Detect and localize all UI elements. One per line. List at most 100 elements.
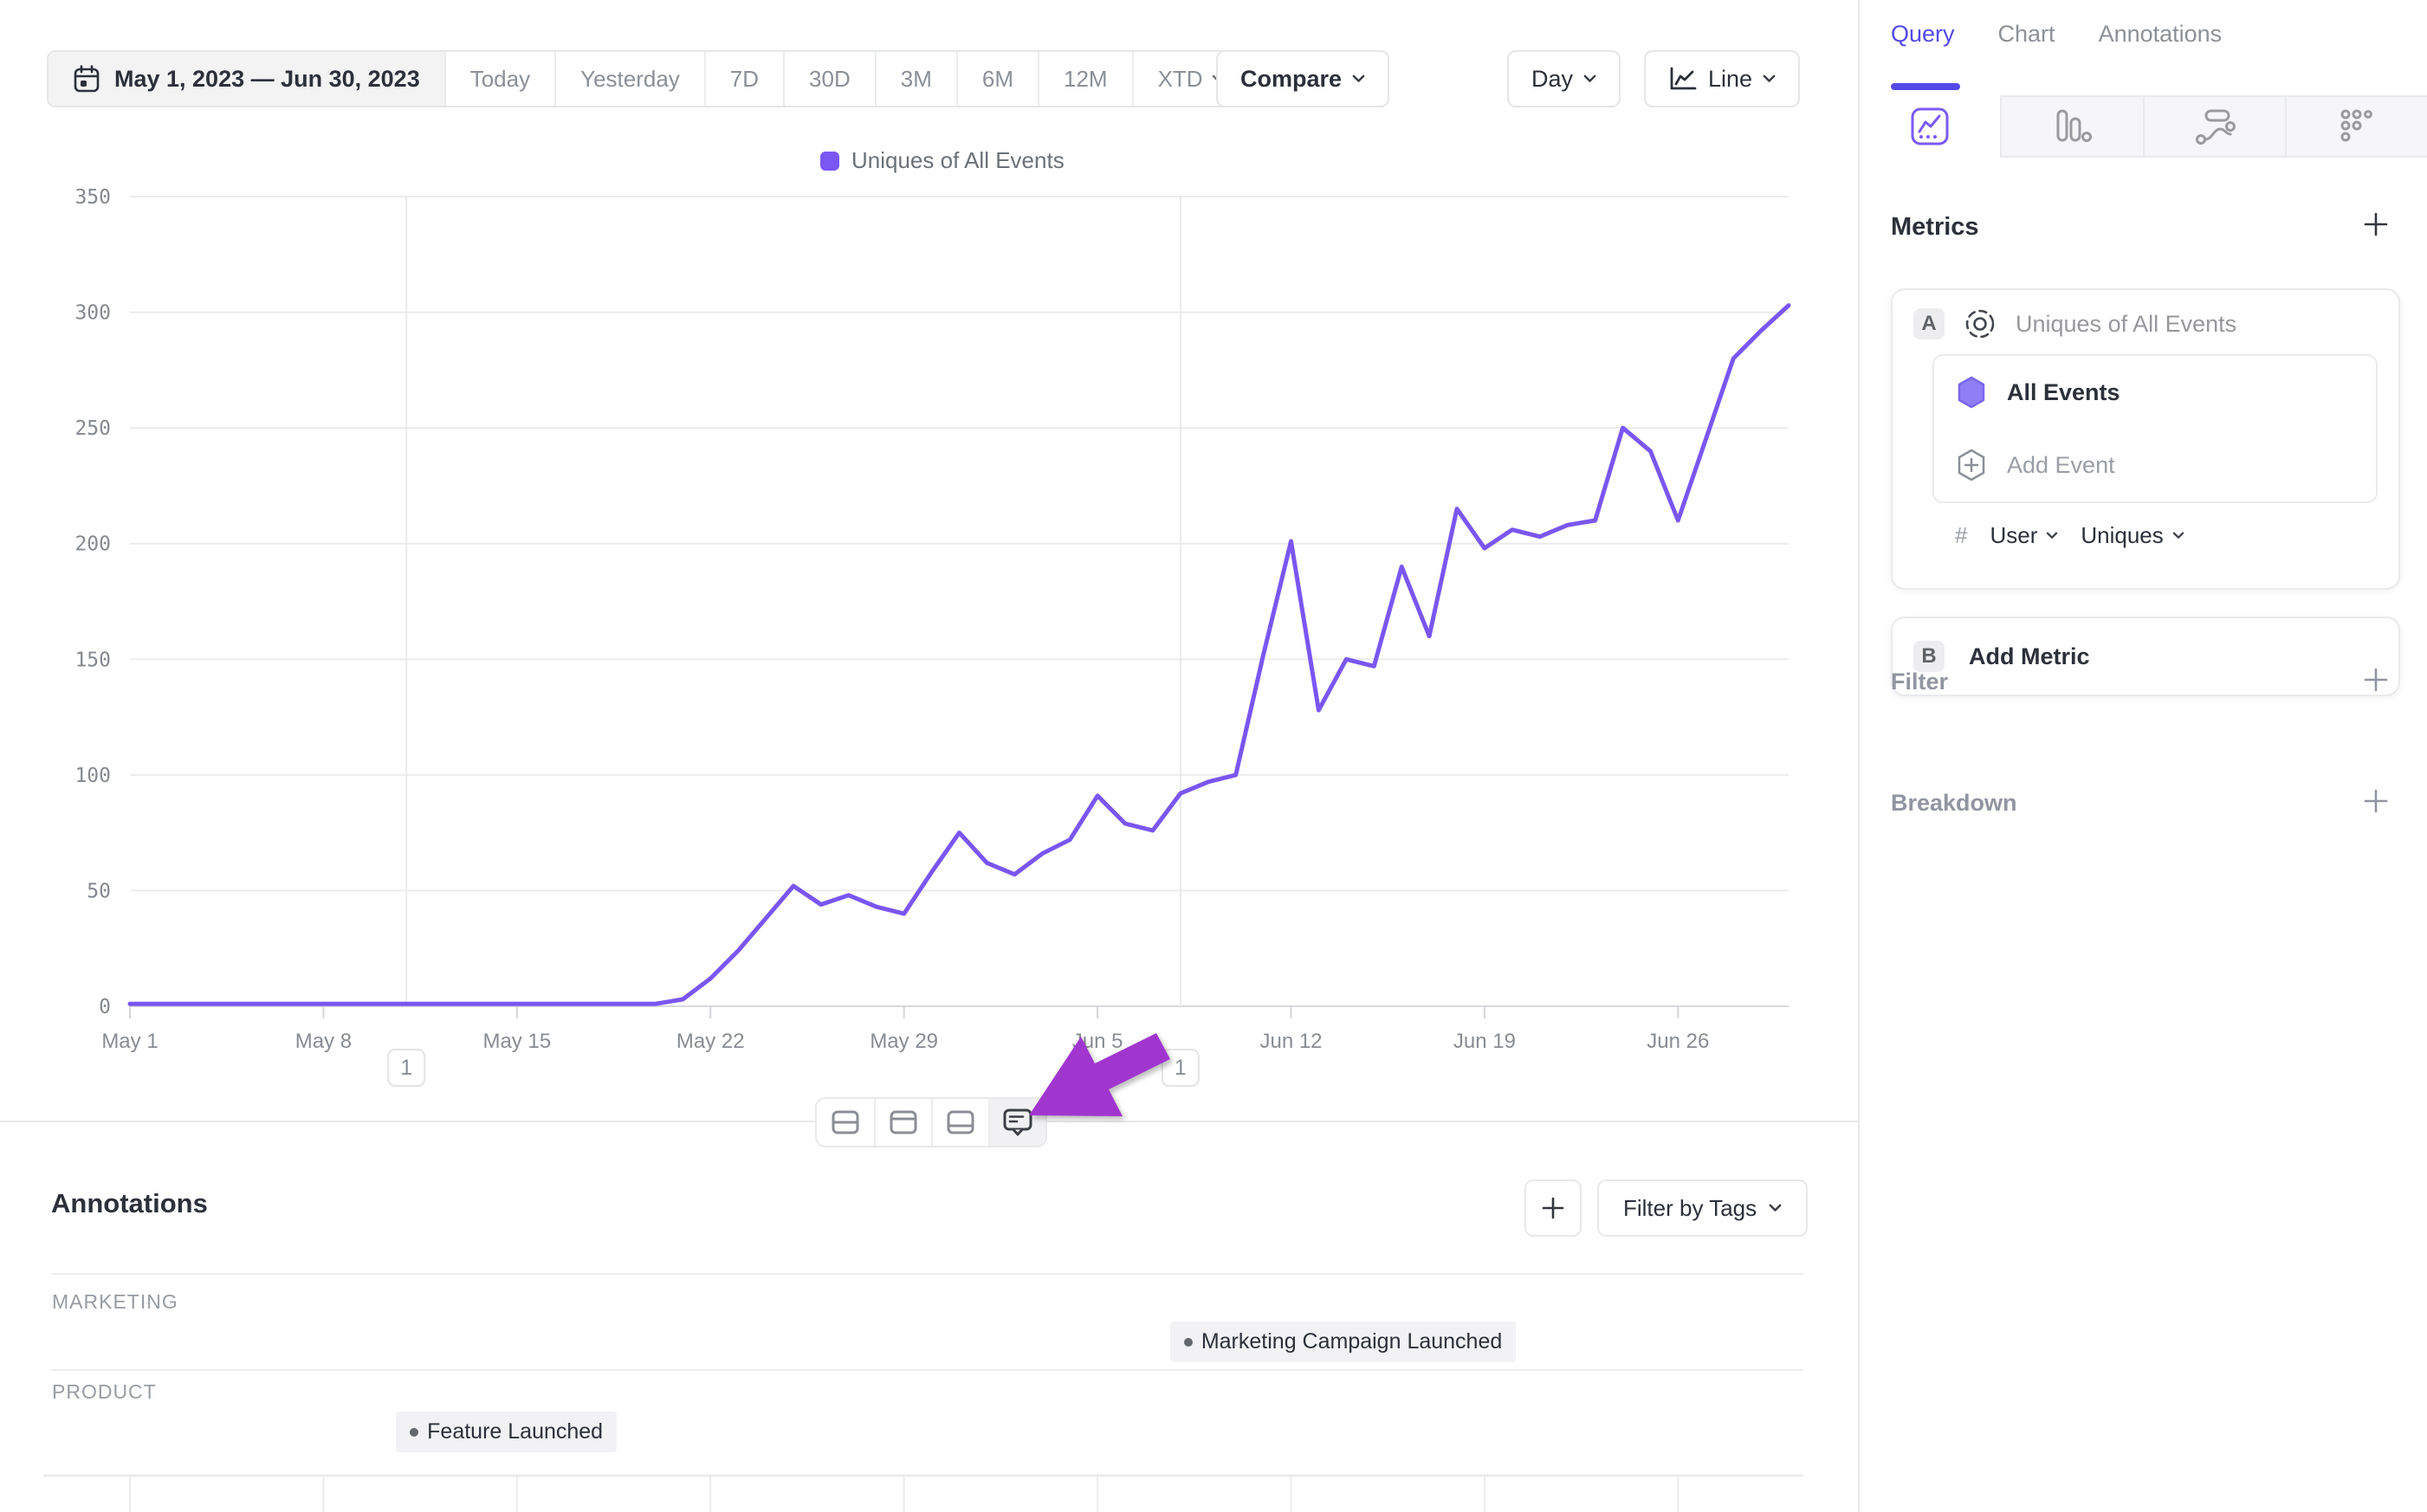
chevron-down-icon (1763, 74, 1776, 83)
filter-section-title: Filter (1891, 669, 1949, 695)
annotations-panel-title: Annotations (51, 1188, 208, 1218)
sidebar-tabs: Query Chart Annotations (1891, 21, 2222, 48)
panel-top-icon (888, 1109, 919, 1135)
y-axis-tick-label: 150 (74, 649, 111, 671)
calendar-icon (73, 64, 100, 94)
y-axis-tick-label: 250 (74, 417, 111, 440)
date-range-button[interactable]: May 1, 2023 — Jun 30, 2023 (49, 52, 444, 106)
split-horizontal-icon (830, 1109, 861, 1135)
add-event-row[interactable]: Add Event (1934, 429, 2376, 501)
metric-a-params: # User Uniques (1893, 503, 2398, 549)
preset-30d[interactable]: 30D (783, 52, 875, 106)
chevron-down-icon (2046, 532, 2058, 540)
annotations-group-divider (51, 1273, 1803, 1275)
legend-label: Uniques of All Events (851, 147, 1065, 173)
svg-text:1: 1 (1175, 1056, 1187, 1080)
value-type-symbol: # (1955, 522, 1968, 548)
metric-a-badge: A (1913, 308, 1945, 339)
panel-bottom-layout-button[interactable] (931, 1099, 988, 1146)
split-horizontal-layout-button[interactable] (817, 1099, 874, 1146)
chevron-down-icon (1769, 1204, 1782, 1212)
add-filter-button[interactable] (2363, 667, 2389, 697)
legend-color-swatch (820, 151, 839, 171)
annotation-chip-marketing-campaign[interactable]: Marketing Campaign Launched (1169, 1321, 1517, 1362)
add-annotation-button[interactable] (1524, 1179, 1582, 1237)
x-axis-tick-label: Jun 5 (1072, 1030, 1123, 1053)
annotation-marker-badge[interactable]: 1 (1161, 1049, 1200, 1087)
entity-dropdown[interactable]: User (1990, 522, 2058, 549)
metric-a-name: Uniques of All Events (2016, 310, 2237, 337)
tab-annotations[interactable]: Annotations (2098, 21, 2223, 47)
annotations-group-divider (51, 1369, 1803, 1371)
flows-icon (2194, 107, 2236, 145)
annotation-dot-icon (410, 1427, 419, 1437)
report-tab-funnel-dots[interactable] (2284, 95, 2427, 158)
date-range-label: May 1, 2023 — Jun 30, 2023 (114, 65, 420, 92)
date-range-toolbar: May 1, 2023 — Jun 30, 2023 Today Yesterd… (47, 50, 1251, 107)
y-axis-tick-label: 50 (87, 880, 111, 902)
series-line[interactable] (127, 303, 1791, 1006)
plus-icon (2363, 667, 2389, 693)
event-label: All Events (2007, 378, 2120, 405)
line-chart: 0 50 100 150 200 250 300 350 May 1 May 8 May 15 May… (74, 186, 1791, 1087)
report-type-tabs (1860, 95, 2427, 158)
aggregation-dropdown[interactable]: Uniques (2081, 522, 2184, 549)
metric-a-events-card: All Events Add Event (1932, 354, 2378, 503)
compare-button[interactable]: Compare (1216, 50, 1390, 107)
chart-canvas: 0 50 100 150 200 250 300 350 May 1 May 8 May 15 May… (74, 186, 1791, 1087)
add-event-hexagon-icon (1955, 447, 1988, 483)
y-axis-tick-label: 300 (74, 302, 111, 325)
annotation-marker-badge[interactable]: 1 (387, 1049, 426, 1087)
insights-line-icon (1910, 107, 1950, 146)
query-builder-sidebar: Query Chart Annotations (1858, 0, 2427, 1512)
metrics-section-title: Metrics (1891, 213, 1979, 241)
x-axis-tick-label: Jun 26 (1647, 1030, 1709, 1053)
annotations-toggle-button[interactable] (988, 1099, 1045, 1146)
filter-by-tags-dropdown[interactable]: Filter by Tags (1597, 1179, 1809, 1237)
report-tab-bar[interactable] (2000, 95, 2143, 158)
add-metric-label: Add Metric (1969, 643, 2090, 669)
svg-text:1: 1 (400, 1056, 412, 1080)
annotation-chip-feature-launched[interactable]: Feature Launched (396, 1412, 618, 1452)
add-breakdown-button[interactable] (2363, 788, 2389, 818)
preset-yesterday[interactable]: Yesterday (554, 52, 704, 106)
annotation-group-marketing: MARKETING (52, 1290, 178, 1313)
preset-xtd-dropdown[interactable]: XTD (1131, 52, 1249, 106)
chart-footer-toolbar (815, 1097, 1047, 1147)
bar-chart-icon (2051, 107, 2093, 145)
metric-card-a: A Uniques of All Events All Events (1891, 288, 2400, 590)
active-tab-underline (1891, 83, 1960, 90)
preset-12m[interactable]: 12M (1038, 52, 1132, 106)
chevron-down-icon (2172, 532, 2184, 540)
chart-legend[interactable]: Uniques of All Events (820, 147, 1065, 174)
report-tab-insights[interactable] (1860, 95, 2001, 158)
add-metric-card[interactable]: B Add Metric (1891, 617, 2400, 696)
x-axis-tick-label: May 22 (676, 1030, 745, 1053)
metric-a-header[interactable]: A Uniques of All Events (1893, 290, 2398, 351)
plus-icon (2363, 788, 2389, 814)
chevron-down-icon (1352, 74, 1365, 83)
add-metric-plus-button[interactable] (2363, 211, 2389, 242)
report-tab-flows[interactable] (2142, 95, 2285, 158)
granularity-dropdown[interactable]: Day (1507, 50, 1621, 107)
preset-6m[interactable]: 6M (955, 52, 1038, 106)
x-axis-tick-label: May 29 (870, 1030, 938, 1053)
plus-icon (1541, 1196, 1565, 1220)
y-axis-tick-label: 350 (74, 186, 111, 209)
plus-icon (2363, 211, 2389, 237)
preset-7d[interactable]: 7D (703, 52, 783, 106)
comment-bubble-icon (1002, 1108, 1033, 1137)
event-settings-gear-icon (1962, 306, 1998, 342)
event-row-all-events[interactable]: All Events (1934, 356, 2376, 429)
chart-type-dropdown[interactable]: Line (1644, 50, 1801, 107)
tab-chart[interactable]: Chart (1997, 21, 2055, 47)
chevron-down-icon (1583, 74, 1596, 83)
x-axis-tick-label: May 15 (482, 1030, 551, 1053)
x-axis-tick-label: Jun 12 (1259, 1030, 1322, 1053)
preset-3m[interactable]: 3M (874, 52, 956, 106)
tab-query[interactable]: Query (1891, 21, 1955, 47)
preset-today[interactable]: Today (443, 52, 554, 106)
breakdown-section-title: Breakdown (1891, 790, 2017, 816)
panel-top-layout-button[interactable] (874, 1099, 931, 1146)
